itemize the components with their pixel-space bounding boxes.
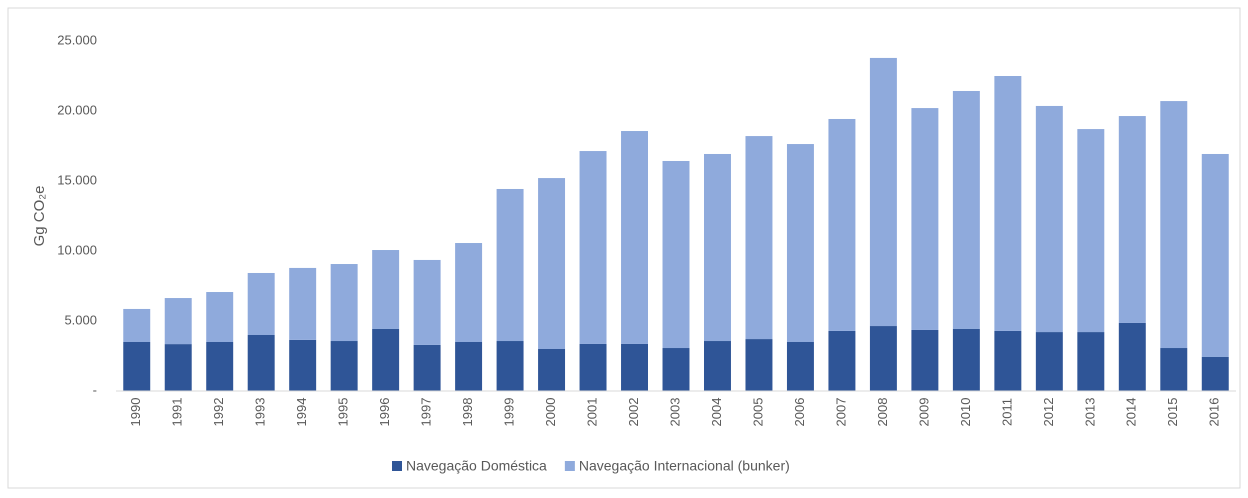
bar-segment (1160, 348, 1188, 391)
x-tick-label: 1991 (170, 398, 185, 427)
bar-segment (1035, 332, 1063, 391)
x-tick-label: 2008 (875, 398, 890, 427)
bar-segment (704, 341, 731, 391)
x-tick-label: 2010 (958, 398, 973, 427)
bar-segment (455, 243, 483, 342)
x-tick-label: 2001 (584, 398, 599, 427)
bar-segment (621, 343, 648, 391)
x-tick-label: 1998 (460, 398, 475, 427)
bar-segment (538, 349, 566, 391)
x-tick-label: 2014 (1124, 398, 1139, 427)
bar-segment (786, 342, 814, 391)
bar-segment (206, 342, 234, 391)
bar-segment (911, 108, 939, 330)
bar-segment (206, 292, 234, 342)
x-tick-label: 2000 (543, 398, 558, 427)
bar-segment (828, 118, 856, 331)
x-tick-label: 2012 (1041, 398, 1056, 427)
bar-segment (372, 328, 400, 391)
x-tick-label: 2016 (1207, 398, 1222, 427)
legend-swatch (564, 461, 575, 471)
x-tick-label: 1990 (128, 398, 143, 427)
bar-segment (994, 76, 1022, 331)
bar-segment (247, 335, 275, 391)
bar-segment (662, 348, 690, 391)
legend-label: Navegação Doméstica (406, 458, 547, 474)
bar-segment (538, 178, 566, 349)
bar-segment (372, 250, 400, 329)
x-tick-label: 2009 (916, 398, 931, 427)
x-tick-label: 1999 (502, 398, 517, 427)
x-tick-label: 1994 (294, 398, 309, 427)
bar-segment (1077, 129, 1105, 333)
bar-segment (952, 90, 980, 329)
bar-segment (994, 330, 1022, 391)
bar-segment (662, 160, 690, 349)
bar-segment (247, 272, 275, 335)
x-tick-label: 2011 (999, 398, 1014, 426)
y-axis-label: Gg CO₂e (31, 186, 48, 247)
bar-segment (1201, 153, 1229, 357)
x-tick-label: 2004 (709, 398, 724, 427)
y-tick-label: 15.000 (57, 172, 97, 187)
bar-segment (496, 341, 524, 391)
bar-segment (455, 342, 483, 391)
bar-segment (869, 326, 897, 391)
x-tick-label: 2003 (667, 398, 682, 427)
legend-swatch (392, 461, 402, 471)
x-tick-label: 2005 (750, 398, 765, 427)
legend-label: Navegação Internacional (bunker) (579, 458, 790, 474)
bar-segment (621, 131, 648, 344)
bar-segment (164, 344, 192, 391)
bar-segment (952, 328, 980, 391)
x-tick-label: 1997 (419, 398, 434, 427)
bar-segment (413, 259, 441, 345)
bar-segment (330, 341, 358, 391)
bar-segment (164, 298, 192, 345)
bar-segment (123, 342, 151, 391)
bar-segment (828, 330, 856, 391)
bar-segment (745, 339, 773, 391)
bar-segment (289, 339, 317, 391)
bar-segment (1035, 105, 1063, 333)
bar-segment (496, 188, 524, 342)
bar-segment (911, 329, 939, 391)
x-tick-label: 2006 (792, 398, 807, 427)
bar-segment (869, 57, 897, 327)
y-tick-label: 5.000 (64, 312, 97, 327)
x-tick-label: 1993 (253, 398, 268, 427)
bar-segment (1160, 101, 1188, 349)
bar-segment (579, 343, 607, 391)
x-tick-label: 1996 (377, 398, 392, 427)
bar-segment (330, 264, 358, 342)
bar-segment (1077, 332, 1105, 391)
bar-segment (704, 153, 731, 342)
bar-segment (786, 144, 814, 342)
y-tick-label: 25.000 (57, 32, 97, 47)
x-tick-label: 2007 (833, 398, 848, 427)
x-tick-label: 2013 (1082, 398, 1097, 427)
y-tick-label: 10.000 (57, 242, 97, 257)
bar-segment (579, 151, 607, 344)
bar-segment (1118, 322, 1146, 391)
x-tick-label: 1995 (336, 398, 351, 427)
bar-segment (1118, 116, 1146, 323)
y-tick-label: - (93, 382, 97, 397)
y-tick-label: 20.000 (57, 102, 97, 117)
bar-segment (289, 267, 317, 340)
bar-segment (123, 308, 151, 342)
x-tick-label: 2002 (626, 398, 641, 427)
bar-segment (745, 136, 773, 340)
x-tick-label: 2015 (1165, 398, 1180, 427)
x-tick-label: 1992 (211, 398, 226, 427)
bar-segment (1201, 356, 1229, 391)
bar-segment (413, 344, 441, 391)
